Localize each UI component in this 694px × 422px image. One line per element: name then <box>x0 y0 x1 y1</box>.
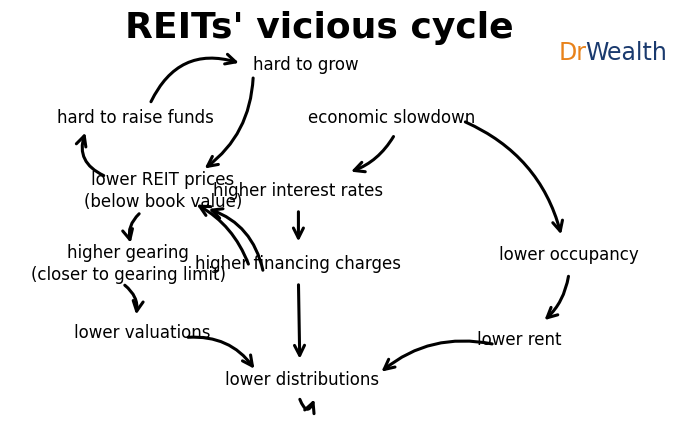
FancyArrowPatch shape <box>294 212 303 238</box>
FancyArrowPatch shape <box>208 78 253 166</box>
Text: lower distributions: lower distributions <box>225 371 379 389</box>
Text: lower valuations: lower valuations <box>74 325 210 342</box>
Text: higher interest rates: higher interest rates <box>213 182 384 200</box>
FancyArrowPatch shape <box>212 209 263 270</box>
Text: hard to grow: hard to grow <box>253 57 359 74</box>
Text: Dr: Dr <box>559 41 586 65</box>
Text: hard to raise funds: hard to raise funds <box>57 109 214 127</box>
FancyArrowPatch shape <box>125 285 143 311</box>
FancyArrowPatch shape <box>466 122 562 231</box>
Text: lower REIT prices
(below book value): lower REIT prices (below book value) <box>84 170 242 211</box>
Text: lower rent: lower rent <box>477 331 561 349</box>
Text: higher gearing
(closer to gearing limit): higher gearing (closer to gearing limit) <box>31 243 226 284</box>
FancyArrowPatch shape <box>188 337 253 366</box>
FancyArrowPatch shape <box>76 136 103 176</box>
FancyArrowPatch shape <box>354 137 393 172</box>
Text: higher financing charges: higher financing charges <box>196 255 401 273</box>
FancyArrowPatch shape <box>300 399 314 414</box>
FancyArrowPatch shape <box>294 285 305 355</box>
FancyArrowPatch shape <box>384 341 492 370</box>
FancyArrowPatch shape <box>547 276 568 318</box>
Text: REITs' vicious cycle: REITs' vicious cycle <box>125 11 514 45</box>
FancyArrowPatch shape <box>123 214 139 240</box>
Text: Wealth: Wealth <box>585 41 667 65</box>
FancyArrowPatch shape <box>200 206 248 264</box>
FancyArrowPatch shape <box>151 54 236 102</box>
Text: economic slowdown: economic slowdown <box>309 109 475 127</box>
Text: lower occupancy: lower occupancy <box>499 246 639 264</box>
